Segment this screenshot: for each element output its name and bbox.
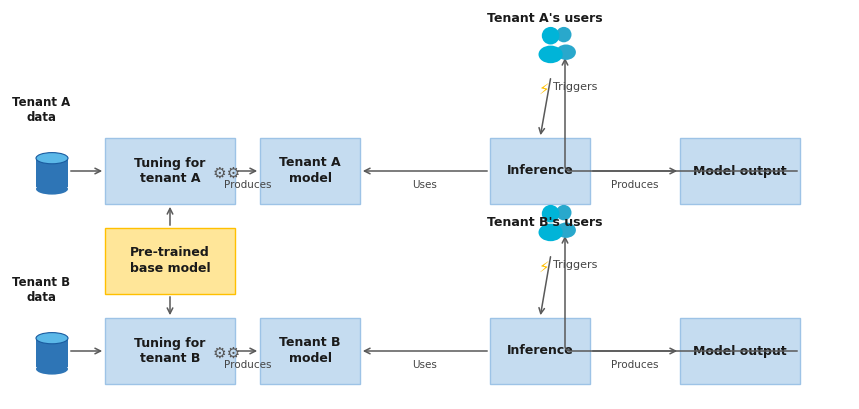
Ellipse shape — [36, 364, 68, 375]
Text: Inference: Inference — [507, 344, 573, 357]
Text: Model output: Model output — [693, 164, 787, 178]
Text: Tenant B
model: Tenant B model — [279, 337, 341, 366]
FancyBboxPatch shape — [490, 138, 590, 204]
FancyBboxPatch shape — [105, 138, 235, 204]
Text: Tenant B's users: Tenant B's users — [487, 216, 603, 229]
Ellipse shape — [539, 45, 563, 63]
Text: ⚙⁠⚙: ⚙⁠⚙ — [213, 346, 241, 360]
Text: Tenant A
data: Tenant A data — [12, 96, 70, 124]
Text: Tenant B
data: Tenant B data — [12, 276, 70, 304]
FancyBboxPatch shape — [260, 318, 360, 384]
Text: Tuning for
tenant A: Tuning for tenant A — [134, 157, 205, 186]
Text: Inference: Inference — [507, 164, 573, 178]
Text: Produces: Produces — [223, 360, 271, 370]
Text: Tenant A's users: Tenant A's users — [487, 12, 603, 25]
FancyBboxPatch shape — [105, 318, 235, 384]
Text: ⚡: ⚡ — [539, 82, 549, 97]
Text: Produces: Produces — [612, 180, 659, 190]
Ellipse shape — [556, 205, 571, 220]
Ellipse shape — [36, 153, 68, 164]
FancyBboxPatch shape — [680, 138, 800, 204]
Text: Model output: Model output — [693, 344, 787, 357]
Text: Produces: Produces — [612, 360, 659, 370]
Text: Triggers: Triggers — [553, 260, 597, 270]
Bar — [36, 337, 68, 367]
Ellipse shape — [36, 333, 68, 344]
Ellipse shape — [542, 205, 559, 222]
Ellipse shape — [556, 45, 576, 60]
Text: ⚡: ⚡ — [539, 260, 549, 275]
Text: Tuning for
tenant B: Tuning for tenant B — [134, 337, 205, 366]
Text: Uses: Uses — [412, 360, 437, 370]
FancyBboxPatch shape — [260, 138, 360, 204]
Text: Pre-trained
base model: Pre-trained base model — [130, 247, 210, 276]
Text: Triggers: Triggers — [553, 82, 597, 92]
Bar — [36, 157, 68, 187]
Ellipse shape — [539, 224, 563, 241]
Ellipse shape — [556, 222, 576, 238]
FancyBboxPatch shape — [490, 318, 590, 384]
FancyBboxPatch shape — [680, 318, 800, 384]
Text: Produces: Produces — [223, 180, 271, 190]
Text: Tenant A
model: Tenant A model — [279, 157, 341, 186]
Text: Uses: Uses — [412, 180, 437, 190]
Ellipse shape — [36, 183, 68, 195]
FancyBboxPatch shape — [105, 228, 235, 294]
Ellipse shape — [542, 27, 559, 45]
Ellipse shape — [556, 27, 571, 42]
Text: ⚙⁠⚙: ⚙⁠⚙ — [213, 166, 241, 180]
